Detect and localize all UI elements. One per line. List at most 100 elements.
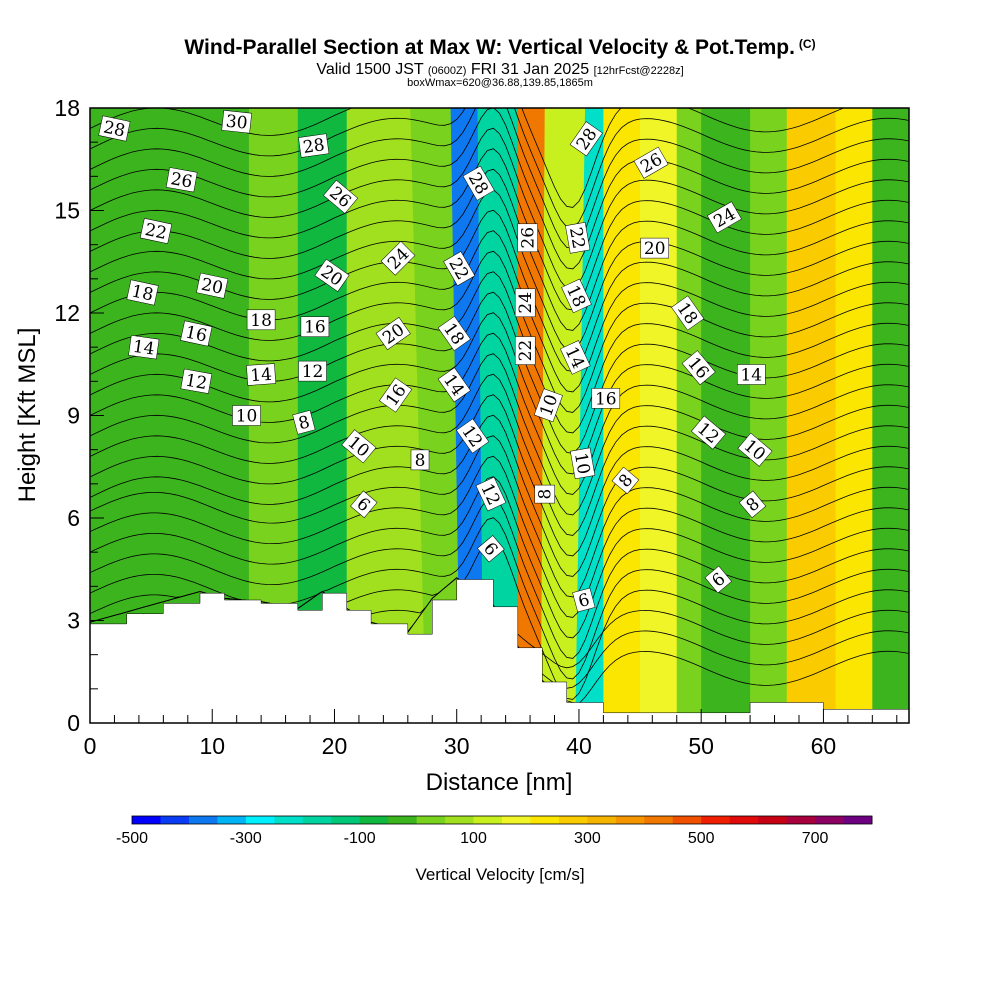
theta-label: 24	[514, 288, 536, 318]
theta-label-box	[690, 415, 727, 450]
theta-label: 28	[569, 121, 603, 157]
colorbar-swatch	[729, 816, 759, 824]
theta-label-box	[737, 364, 766, 385]
theta-label: 26	[165, 167, 198, 193]
box-info: boxWmax=620@36.88,139.85,1865m	[407, 77, 593, 89]
theta-label: 26	[517, 223, 539, 253]
theta-label-box	[443, 251, 476, 287]
theta-label-box	[671, 295, 705, 331]
theta-label: 14	[246, 363, 277, 386]
theta-label: 8	[292, 410, 316, 435]
theta-label-box	[640, 237, 669, 259]
x-tick-label: 10	[199, 733, 225, 759]
theta-contour	[90, 108, 909, 249]
velocity-band	[540, 108, 587, 723]
theta-label-text: 14	[250, 365, 273, 386]
valid-main: Valid 1500 JST	[316, 61, 424, 78]
colorbar-swatch	[217, 816, 247, 824]
colorbar-swatch	[445, 816, 474, 824]
theta-contour	[90, 189, 909, 352]
theta-label-text: 22	[565, 226, 588, 251]
theta-label-text: 6	[576, 590, 592, 612]
x-tick-label: 60	[811, 733, 837, 759]
theta-contour	[90, 108, 909, 229]
theta-contour	[90, 127, 909, 290]
chart-valid-time: Valid 1500 JST (0600Z) FRI 31 Jan 2025 […	[0, 61, 1000, 79]
x-axis: 0 10 20 30 40 50 60	[84, 709, 898, 759]
theta-label: 6	[350, 490, 378, 519]
theta-label-text: 8	[536, 489, 556, 500]
theta-label-text: 20	[199, 275, 224, 299]
theta-label-box	[633, 146, 669, 179]
theta-label-box	[221, 110, 252, 134]
colorbar-swatch	[786, 816, 816, 824]
theta-label-box	[128, 335, 160, 360]
theta-label-box	[514, 336, 536, 365]
theta-label-box	[139, 218, 173, 244]
x-tick-label: 0	[84, 733, 97, 759]
theta-label-box	[246, 309, 276, 331]
velocity-band	[517, 108, 546, 723]
theta-contour	[90, 291, 909, 454]
theta-contour	[90, 230, 909, 393]
theta-label-text: 12	[302, 362, 324, 382]
theta-label-box	[477, 535, 505, 563]
theta-label: 12	[456, 418, 490, 454]
theta-label-box	[292, 410, 316, 435]
theta-label-box	[738, 490, 767, 519]
terrain	[90, 579, 909, 723]
theta-contour	[90, 435, 909, 598]
theta-label: 10	[232, 405, 261, 427]
theta-label-box	[514, 288, 536, 318]
theta-label-box	[534, 484, 555, 504]
theta-label-box	[246, 363, 277, 386]
theta-label-box	[232, 405, 261, 426]
theta-label-text: 28	[102, 117, 127, 141]
theta-label-text: 18	[250, 311, 272, 331]
y-axis-title: Height [Kft MSL]	[14, 328, 41, 503]
theta-label-text: 18	[130, 281, 155, 305]
theta-label-box	[456, 418, 490, 454]
theta-label-text: 8	[415, 451, 426, 471]
velocity-band	[603, 108, 642, 723]
colorbar-tick-label: 500	[688, 830, 715, 847]
colorbar-frame	[131, 815, 873, 825]
colorbar-swatch	[473, 816, 503, 824]
theta-label: 8	[410, 449, 430, 471]
theta-label-text: 16	[595, 389, 617, 409]
velocity-band	[248, 108, 299, 723]
velocity-band	[701, 108, 752, 723]
theta-label: 14	[737, 364, 766, 386]
x-tick-label: 50	[688, 733, 714, 759]
colorbar-tick-label: -100	[344, 830, 376, 847]
theta-label-box	[180, 368, 213, 394]
theta-label-box	[565, 221, 591, 254]
theta-label-text: 24	[516, 292, 536, 314]
theta-contour	[90, 455, 909, 618]
theta-label-box	[569, 121, 603, 157]
theta-contour	[90, 394, 909, 557]
theta-contour	[90, 332, 909, 495]
theta-label: 18	[126, 279, 159, 306]
theta-contour	[90, 373, 909, 536]
theta-contour	[90, 148, 909, 311]
colorbar-swatch	[416, 816, 446, 824]
colorbar-swatch	[160, 816, 190, 824]
theta-label-text: 10	[570, 451, 593, 476]
colorbar-swatch	[331, 816, 361, 824]
velocity-band	[750, 108, 788, 723]
theta-contour	[90, 108, 909, 270]
theta-contour	[90, 414, 909, 577]
velocity-band	[575, 108, 605, 723]
x-axis-title: Distance [nm]	[426, 769, 573, 796]
theta-label-box	[681, 350, 716, 386]
y-tick-label: 3	[67, 608, 80, 634]
velocity-band	[786, 108, 837, 723]
valid-date: FRI 31 Jan 2025	[470, 61, 590, 78]
theta-contour	[90, 271, 909, 434]
theta-label-box	[375, 316, 411, 351]
theta-label-box	[437, 315, 471, 352]
theta-label-text: 10	[236, 407, 258, 427]
